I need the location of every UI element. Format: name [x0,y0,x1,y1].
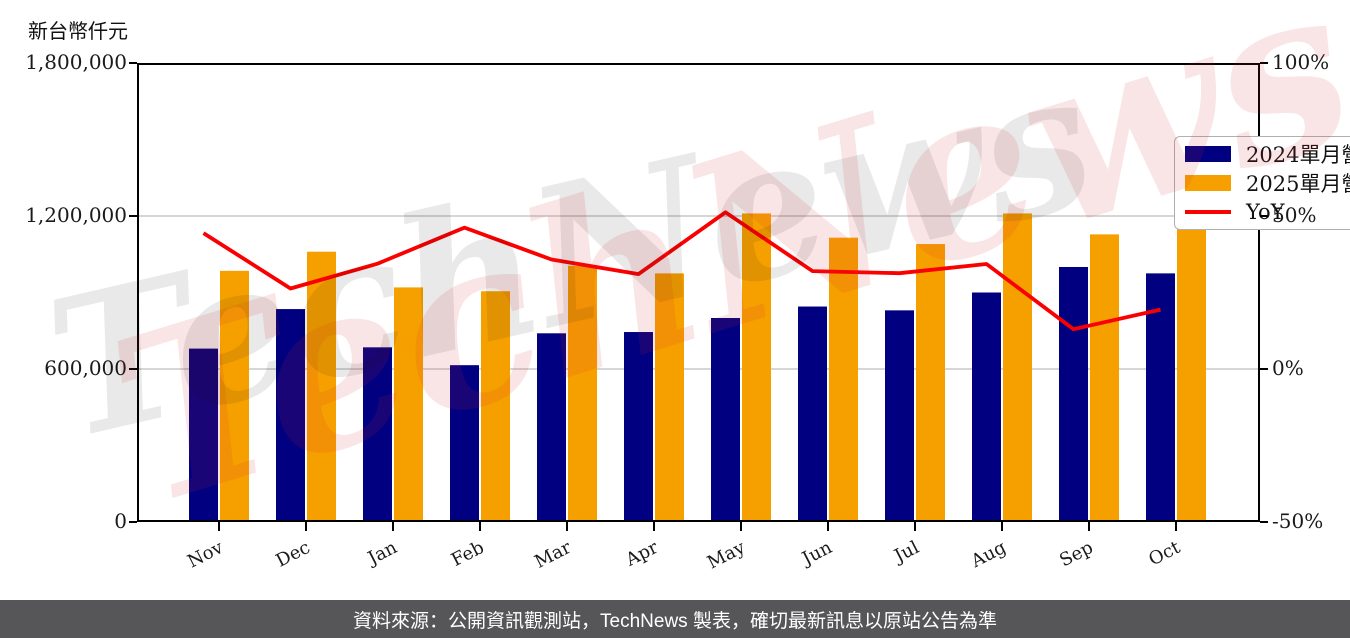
bar-2025單月營收-Oct [1177,225,1206,522]
x-axis-tick [827,522,829,531]
bar-2025單月營收-Nov [220,270,249,522]
bar-2024單月營收-Feb [450,365,479,522]
x-axis-label-jul: Jul [891,537,923,567]
bar-2024單月營收-Jul [885,310,914,522]
bar-2025單月營收-Dec [307,251,336,522]
bar-2025單月營收-May [742,213,771,522]
bar-2024單月營收-Apr [624,332,653,522]
plot-area: 2024單月營收 2025單月營收 YoY [137,63,1350,522]
bar-2024單月營收-Dec [276,309,305,522]
right-axis-tick [1260,215,1268,217]
legend-label: YoY [1246,200,1285,224]
bar-2025單月營收-Mar [568,265,597,522]
y-axis-label: 1,800,000 [25,50,127,74]
y-axis-label: 600,000 [44,356,127,380]
bar-2024單月營收-Oct [1146,273,1175,522]
x-axis-label-mar: Mar [531,537,575,573]
y-axis-unit-label: 新台幣仟元 [28,19,128,43]
x-axis-label-feb: Feb [447,537,488,572]
bar-2024單月營收-Sep [1059,267,1088,522]
x-axis-label-nov: Nov [184,537,227,573]
right-axis-label: 0% [1272,356,1304,380]
x-axis-tick [392,522,394,531]
bar-2024單月營收-Nov [189,348,218,522]
bar-2025單月營收-Jan [394,287,423,522]
yoy-line [202,210,1161,332]
bar-2024單月營收-Mar [537,333,566,522]
bar-2024單月營收-May [711,318,740,522]
y-axis-tick [129,368,137,370]
x-axis-label-aug: Aug [967,537,1010,573]
y-axis-label: 1,200,000 [25,203,127,227]
legend: 2024單月營收 2025單月營收 YoY [1174,136,1350,230]
legend-item: 2024單月營收 [1185,142,1350,167]
right-axis-tick [1260,62,1268,64]
x-axis-label-sep: Sep [1056,537,1097,572]
x-axis-label-apr: Apr [622,537,662,571]
x-axis-tick [218,522,220,531]
bar-2025單月營收-Jun [829,237,858,522]
right-axis-tick [1260,521,1268,523]
x-axis-tick [1001,522,1003,531]
legend-bar-swatch-icon [1185,146,1231,162]
chart-plot-svg [137,63,1260,522]
x-axis-label-may: May [703,537,749,574]
right-axis-label: 50% [1272,203,1317,227]
plot-frame [137,63,1260,522]
legend-label: 2025單月營收 [1246,172,1350,196]
bar-2025單月營收-Feb [481,291,510,522]
x-axis-tick [479,522,481,531]
x-axis-label-jan: Jan [364,537,401,570]
y-axis-tick [129,62,137,64]
bar-2025單月營收-Sep [1090,234,1119,522]
y-axis-label: 0 [114,509,127,533]
footer-source-text: 資料來源：公開資訊觀測站，TechNews 製表，確切最新訊息以原站公告為準 [353,610,997,632]
legend-label: 2024單月營收 [1246,143,1350,167]
x-axis-label-dec: Dec [272,537,314,572]
right-axis-label: 100% [1272,50,1330,74]
bar-2025單月營收-Apr [655,273,684,522]
y-axis-tick [129,215,137,217]
x-axis-tick [653,522,655,531]
bar-2024單月營收-Aug [972,292,1001,522]
x-axis-tick [740,522,742,531]
x-axis-tick [305,522,307,531]
footer-bar: 資料來源：公開資訊觀測站，TechNews 製表，確切最新訊息以原站公告為準 [0,600,1350,638]
right-axis-label: -50% [1272,509,1324,533]
legend-bar-swatch-icon [1185,175,1231,191]
legend-line-swatch-icon [1185,210,1231,214]
right-axis-tick [1260,368,1268,370]
x-axis-tick [914,522,916,531]
x-axis-tick [1088,522,1090,531]
bar-2024單月營收-Jan [363,347,392,522]
bar-2025單月營收-Jul [916,244,945,522]
x-axis-label-oct: Oct [1145,537,1184,571]
x-axis-label-jun: Jun [798,537,836,570]
legend-item: YoY [1185,200,1350,224]
bar-2025單月營收-Aug [1003,213,1032,522]
x-axis-tick [566,522,568,531]
legend-item: 2025單月營收 [1185,171,1350,196]
y-axis-tick [129,521,137,523]
x-axis-tick [1175,522,1177,531]
bar-2024單月營收-Jun [798,306,827,522]
